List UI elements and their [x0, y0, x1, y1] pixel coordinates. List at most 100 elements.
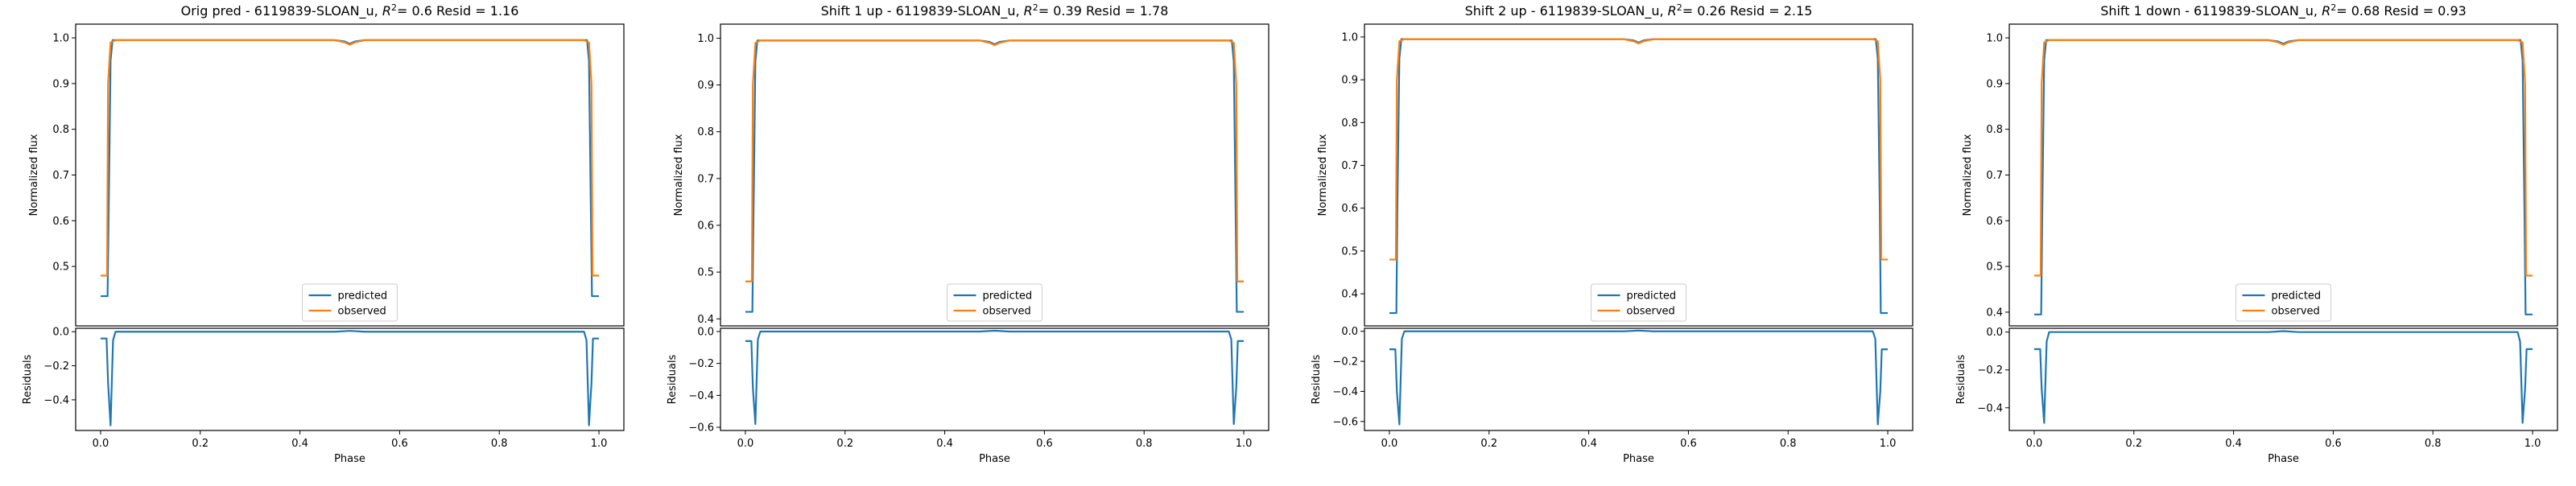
x-tick-label: 0.4: [936, 438, 953, 450]
y-tick-label: 0.8: [697, 126, 714, 138]
y-tick-label: 0.5: [1986, 262, 2003, 274]
chart-title: Shift 1 up - 6119839-SLOAN_u, R2= 0.39 R…: [821, 2, 1169, 19]
x-tick-label: 0.2: [1480, 438, 1497, 450]
chart-title-r: R: [1024, 3, 1033, 19]
legend-box: [947, 283, 1042, 322]
series-line-observed: [1389, 38, 1889, 261]
chart-title-r: R: [1668, 3, 1677, 19]
x-tick-label: 0.8: [2425, 438, 2442, 450]
y-tick-label: 0.0: [52, 327, 69, 339]
chart-title-suffix: = 0.26 Resid = 2.15: [1682, 3, 1813, 19]
y-tick-label: 0.7: [1341, 160, 1358, 172]
series-line-residuals: [745, 329, 1245, 426]
legend-label-predicted: predicted: [1627, 290, 1677, 303]
axes-flux: 0.4 0.5 0.6 0.7 0.8 0.9 1.0: [1341, 23, 1913, 327]
y-tick-label: 0.0: [697, 326, 714, 338]
legend: predicted observed: [1591, 283, 1686, 322]
x-axis-label: Phase: [1623, 453, 1654, 465]
series-line-residuals: [1389, 329, 1889, 426]
chart-title-sup: 2: [1033, 2, 1038, 13]
legend-label-predicted: predicted: [2272, 290, 2322, 303]
y-tick-label: 0.7: [52, 170, 69, 182]
legend-label-observed: observed: [983, 306, 1031, 318]
x-tick-label: 0.6: [2325, 438, 2342, 450]
chart-title-suffix: = 0.68 Resid = 0.93: [2336, 3, 2467, 19]
y-tick-label: −0.2: [43, 360, 69, 373]
y-tick-label: 0.4: [697, 314, 714, 326]
y-axis-label-flux: Normalized flux: [1317, 134, 1329, 216]
x-tick-label: 0.2: [192, 438, 208, 450]
y-tick-label: −0.6: [1332, 416, 1358, 428]
axes-residuals: −0.4 −0.2 0.0: [1977, 327, 2558, 431]
y-tick-label: 0.5: [1341, 245, 1358, 257]
series-line-residuals: [2033, 330, 2533, 424]
y-tick-label: 0.9: [1986, 78, 2003, 90]
axes-flux: 0.4 0.5 0.6 0.7 0.8 0.9 1.0: [697, 23, 1269, 327]
x-tick-label: 0.2: [2125, 438, 2142, 450]
series-line-predicted: [1389, 38, 1889, 315]
panel-2: 0.40.50.60.70.80.91.0−0.6−0.4−0.20.00.0 0…: [667, 2, 1269, 465]
chart-title-sup: 2: [391, 2, 397, 13]
axes-frame: [720, 23, 1269, 327]
legend-label-observed: observed: [2272, 306, 2320, 318]
y-tick-label: 0.8: [1341, 117, 1358, 130]
axes-frame: [75, 23, 625, 327]
x-tick-label: 1.0: [2524, 438, 2541, 450]
y-axis-label-residuals: Residuals: [1311, 354, 1323, 404]
axes-frame: [1364, 23, 1913, 327]
series-line-observed: [100, 39, 600, 277]
chart-title: Shift 2 up - 6119839-SLOAN_u, R2= 0.26 R…: [1465, 2, 1813, 19]
y-axis-label-flux: Normalized flux: [1962, 134, 1974, 216]
y-tick-label: 0.5: [52, 262, 69, 274]
y-tick-label: −0.2: [1332, 356, 1358, 369]
x-axis-label: Phase: [2268, 453, 2299, 465]
y-tick-label: 0.9: [52, 78, 69, 90]
y-tick-label: 0.4: [1341, 289, 1358, 301]
series-line-predicted: [745, 39, 1245, 313]
chart-title-sup: 2: [1677, 2, 1682, 13]
chart-title-sup: 2: [2330, 2, 2336, 13]
x-tick-label: 0.6: [1680, 438, 1697, 450]
legend-box: [1591, 283, 1686, 322]
y-tick-label: 0.6: [52, 216, 69, 228]
legend: predicted observed: [947, 283, 1042, 322]
chart-title-prefix: Shift 1 up - 6119839-SLOAN_u,: [821, 3, 1024, 19]
y-tick-label: 0.6: [697, 220, 714, 233]
y-tick-label: −0.2: [688, 358, 714, 370]
x-tick-label: 0.4: [1580, 438, 1597, 450]
axes-flux: 0.5 0.6 0.7 0.8 0.9 1.0: [52, 23, 625, 327]
x-tick-label: 1.0: [591, 438, 608, 450]
series-line-predicted: [2033, 39, 2533, 315]
x-tick-label: 0.2: [836, 438, 853, 450]
chart-title-prefix: Orig pred - 6119839-SLOAN_u,: [181, 3, 382, 19]
y-tick-label: 0.8: [52, 124, 69, 136]
axes-frame: [720, 327, 1269, 431]
y-tick-label: 0.4: [1986, 307, 2003, 319]
axes-frame: [1364, 327, 1913, 431]
x-tick-label: 0.0: [93, 438, 109, 450]
chart-title-prefix: Shift 2 up - 6119839-SLOAN_u,: [1465, 3, 1668, 19]
panel-3: 0.40.50.60.70.80.91.0−0.6−0.4−0.20.00.0 0…: [1311, 2, 1913, 465]
series-line-residuals: [100, 330, 600, 426]
y-tick-label: −0.4: [688, 390, 714, 402]
chart-title-prefix: Shift 1 down - 6119839-SLOAN_u,: [2100, 3, 2322, 19]
y-axis-label-flux: Normalized flux: [673, 134, 685, 216]
y-tick-label: 0.6: [1986, 216, 2003, 228]
x-tick-label: 0.6: [391, 438, 408, 450]
x-tick-label: 0.4: [2225, 438, 2242, 450]
chart-title-suffix: = 0.6 Resid = 1.16: [397, 3, 518, 19]
y-tick-label: 1.0: [697, 33, 714, 45]
y-tick-label: −0.4: [1977, 402, 2003, 414]
y-tick-label: 0.7: [697, 173, 714, 185]
x-axis-label: Phase: [334, 453, 365, 465]
axes-flux: 0.4 0.5 0.6 0.7 0.8 0.9 1.0: [1986, 23, 2558, 327]
x-tick-label: 1.0: [1236, 438, 1253, 450]
axes-frame: [2008, 327, 2558, 431]
legend-label-predicted: predicted: [338, 290, 388, 303]
x-tick-label: 0.8: [491, 438, 508, 450]
legend-label-predicted: predicted: [983, 290, 1033, 303]
y-tick-label: 0.0: [1986, 327, 2003, 339]
y-tick-label: −0.6: [688, 422, 714, 435]
